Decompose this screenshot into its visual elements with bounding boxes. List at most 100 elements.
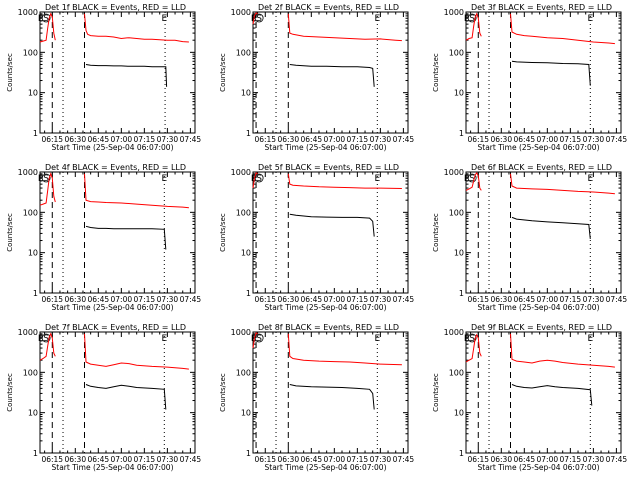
x-axis-label: Start Time (25-Sep-04 06:07:00) <box>478 303 600 312</box>
x-tick-label: 06:15 <box>254 295 276 304</box>
panel-title: Det 3f BLACK = Events, RED = LLD <box>471 3 612 12</box>
lld-count-rate-line <box>465 333 482 363</box>
start-marker-circle <box>467 333 477 343</box>
y-tick-label: 100 <box>23 48 38 57</box>
time-marker-letter: E <box>464 174 470 184</box>
x-tick-label: 07:45 <box>393 455 415 464</box>
panel-title: Det 6f BLACK = Events, RED = LLD <box>471 163 612 172</box>
time-marker-letter: E <box>587 14 593 24</box>
time-marker-letter: E <box>464 334 470 344</box>
panel-title: Det 4f BLACK = Events, RED = LLD <box>45 163 186 172</box>
time-marker-letter: S <box>469 174 475 184</box>
lld-count-rate-line <box>252 12 258 25</box>
x-tick-label: 07:15 <box>560 135 582 144</box>
panel-title: Det 5f BLACK = Events, RED = LLD <box>258 163 399 172</box>
time-marker-letter: S <box>43 334 49 344</box>
event-count-rate-line <box>289 384 375 410</box>
time-marker-letter: E <box>161 174 167 184</box>
start-marker-circle <box>467 13 477 23</box>
lld-count-rate-line <box>510 13 615 45</box>
x-tick-label: 06:15 <box>41 135 63 144</box>
y-tick-label: 1000 <box>18 8 38 17</box>
x-axis-label: Start Time (25-Sep-04 06:07:00) <box>52 463 174 472</box>
panel-title: Det 1f BLACK = Events, RED = LLD <box>45 3 186 12</box>
x-tick-label: 07:45 <box>393 295 415 304</box>
lld-count-rate-line <box>39 172 56 206</box>
y-tick-label: 1000 <box>444 328 464 337</box>
y-axis-label: Counts/sec <box>6 373 14 412</box>
y-tick-label: 1 <box>459 289 464 298</box>
x-tick-label: 06:15 <box>467 455 489 464</box>
y-tick-label: 1000 <box>231 8 251 17</box>
lld-count-rate-line <box>39 12 56 43</box>
event-count-rate-line <box>511 384 593 406</box>
y-axis-label: Counts/sec <box>6 213 14 252</box>
det-8f-panel: Det 8f BLACK = Events, RED = LLD 1 10 100 10… <box>219 323 414 472</box>
lld-count-rate-line <box>287 13 402 42</box>
start-marker-circle <box>41 173 51 183</box>
y-tick-label: 100 <box>236 48 251 57</box>
time-marker-letter: E <box>587 174 593 184</box>
y-tick-label: 10 <box>454 249 464 258</box>
lld-count-rate-line <box>84 13 189 43</box>
time-marker-letter: S <box>43 174 49 184</box>
x-tick-label: 06:45 <box>301 135 323 144</box>
y-tick-label: 1000 <box>18 168 38 177</box>
x-tick-label: 07:30 <box>370 455 392 464</box>
x-tick-label: 07:15 <box>134 295 156 304</box>
start-marker-circle <box>254 173 264 183</box>
x-tick-label: 07:00 <box>111 455 133 464</box>
plot-frame <box>39 171 196 294</box>
plot-frame <box>465 11 622 134</box>
y-tick-label: 100 <box>236 368 251 377</box>
y-tick-label: 10 <box>454 89 464 98</box>
y-tick-label: 10 <box>241 249 251 258</box>
x-tick-label: 07:45 <box>180 135 202 144</box>
y-axis-label: Counts/sec <box>6 53 14 92</box>
x-tick-label: 06:15 <box>467 295 489 304</box>
det-3f-panel: Det 3f BLACK = Events, RED = LLD 1 10 100 10… <box>432 3 627 152</box>
x-tick-label: 06:45 <box>88 135 110 144</box>
x-tick-label: 07:30 <box>583 455 605 464</box>
time-marker-letter: E <box>38 174 44 184</box>
x-tick-label: 07:30 <box>370 295 392 304</box>
x-tick-label: 06:15 <box>467 135 489 144</box>
time-marker-letter: S <box>469 14 475 24</box>
x-axis-label: Start Time (25-Sep-04 06:07:00) <box>52 303 174 312</box>
y-tick-label: 1000 <box>444 168 464 177</box>
y-tick-label: 10 <box>28 89 38 98</box>
time-marker-letter: S <box>256 334 262 344</box>
x-tick-label: 06:30 <box>490 295 512 304</box>
y-tick-label: 100 <box>23 368 38 377</box>
x-tick-label: 07:15 <box>134 455 156 464</box>
plot-frame <box>39 331 196 454</box>
det-9f-panel: Det 9f BLACK = Events, RED = LLD 1 10 100 10… <box>432 323 627 472</box>
y-tick-label: 1 <box>33 449 38 458</box>
lld-count-rate-line <box>465 171 482 191</box>
time-marker-letter: S <box>256 174 262 184</box>
plot-frame <box>252 11 409 134</box>
det-7f-panel: Det 7f BLACK = Events, RED = LLD 1 10 100 10… <box>6 323 201 472</box>
y-tick-label: 100 <box>449 368 464 377</box>
event-count-rate-line <box>511 216 591 239</box>
x-tick-label: 07:15 <box>134 135 156 144</box>
y-axis-label: Counts/sec <box>219 53 227 92</box>
x-tick-label: 06:45 <box>514 295 536 304</box>
x-tick-label: 06:30 <box>490 135 512 144</box>
x-tick-label: 07:00 <box>537 135 559 144</box>
x-tick-label: 07:30 <box>157 135 179 144</box>
y-tick-label: 1 <box>246 289 251 298</box>
lld-count-rate-line <box>84 173 189 209</box>
x-axis-label: Start Time (25-Sep-04 06:07:00) <box>478 143 600 152</box>
det-1f-panel: Det 1f BLACK = Events, RED = LLD 1 10 100 10… <box>6 3 201 152</box>
event-count-rate-line <box>85 64 168 87</box>
x-tick-label: 07:30 <box>157 455 179 464</box>
x-tick-label: 07:15 <box>347 455 369 464</box>
x-tick-label: 07:30 <box>370 135 392 144</box>
det-2f-panel: Det 2f BLACK = Events, RED = LLD 1 10 100 10… <box>219 3 414 152</box>
x-axis-label: Start Time (25-Sep-04 06:07:00) <box>265 303 387 312</box>
x-tick-label: 06:30 <box>64 455 86 464</box>
plot-frame <box>39 11 196 134</box>
x-tick-label: 06:30 <box>64 295 86 304</box>
x-tick-label: 06:15 <box>254 135 276 144</box>
